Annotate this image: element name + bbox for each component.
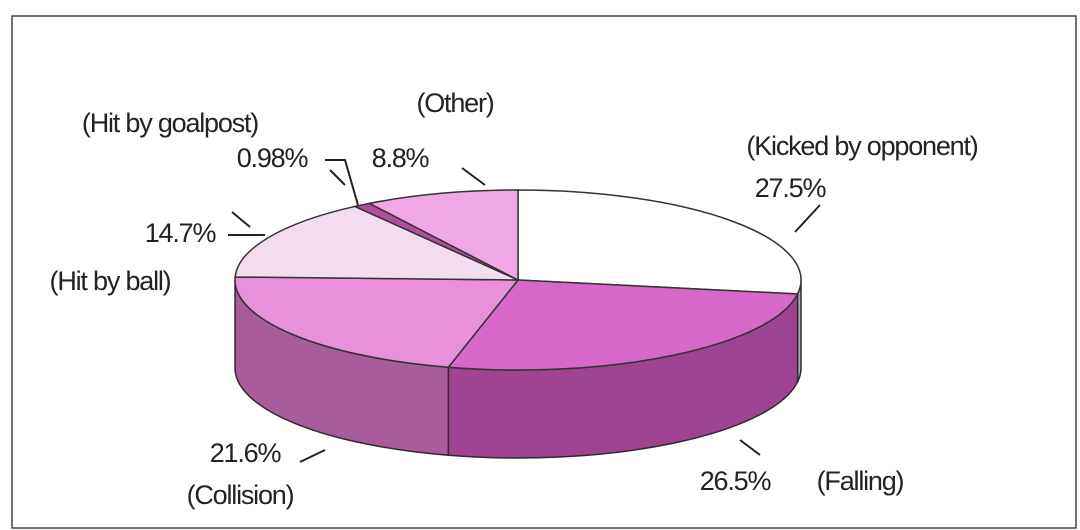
slice-label: (Hit by ball): [50, 266, 171, 296]
arrow: [325, 159, 359, 206]
value-label: 27.5%: [755, 173, 827, 203]
arrow: [231, 211, 251, 228]
leader-lines: [228, 159, 821, 463]
pie-slice: [517, 189, 802, 295]
slice-label: (Kicked by opponent): [746, 131, 977, 161]
arrow: [739, 439, 761, 456]
frame: [11, 15, 1077, 529]
arrow: [329, 169, 346, 186]
slice-label: (Collision): [187, 480, 294, 510]
pie-slice: [446, 279, 799, 371]
slice-label: (Other): [416, 88, 493, 118]
pie-side-shade: [448, 293, 798, 458]
pie-side-shade: [797, 280, 801, 382]
slice-label: (Falling): [817, 466, 904, 496]
pie-slice: [234, 276, 520, 369]
arrow: [461, 167, 486, 186]
pie-side-shade: [235, 280, 449, 456]
pie-slice: [234, 205, 519, 281]
arrow: [794, 204, 821, 233]
value-label: 14.7%: [145, 218, 217, 248]
value-label: 21.6%: [210, 438, 282, 468]
arrow: [299, 449, 326, 463]
pie-slice: [367, 189, 519, 282]
value-label: 26.5%: [700, 466, 772, 496]
slice-label: (Hit by goalpost): [82, 108, 258, 138]
value-label: 8.8%: [372, 143, 430, 173]
value-label: 0.98%: [237, 143, 309, 173]
